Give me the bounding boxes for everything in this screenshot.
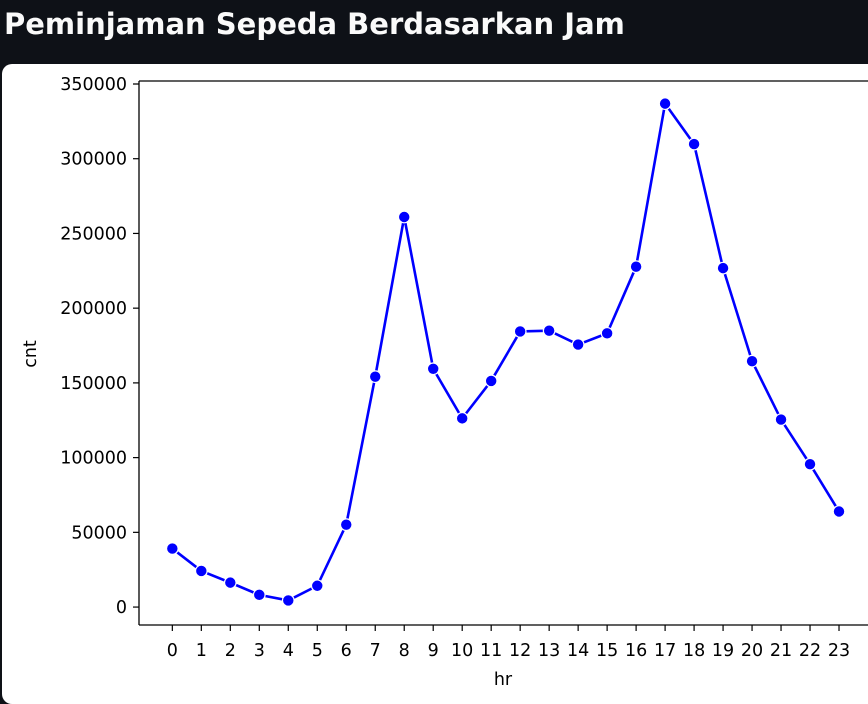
y-tick-label: 200000: [60, 299, 127, 319]
y-axis-label: cnt: [21, 340, 41, 368]
y-tick-label: 250000: [60, 224, 127, 244]
data-point: [832, 505, 846, 518]
x-tick-label: 6: [341, 641, 352, 661]
x-tick-label: 2: [225, 641, 236, 661]
line-chart: 0 50000 100000 150000 200000 250000 300000 3500…: [21, 75, 868, 690]
x-tick-label: 16: [625, 641, 647, 661]
x-tick-label: 23: [828, 641, 850, 661]
ticks: 0 50000 100000 150000 200000 250000 300000 3500…: [60, 75, 850, 661]
data-point: [513, 325, 527, 338]
data-point: [803, 457, 817, 471]
data-point: [455, 411, 469, 425]
data-point: [194, 564, 208, 578]
y-tick-label: 50000: [71, 523, 127, 543]
x-tick-label: 22: [799, 641, 821, 661]
data-point: [774, 413, 788, 426]
y-tick-label: 100000: [60, 449, 127, 469]
x-tick-label: 9: [428, 641, 439, 661]
x-tick-label: 13: [538, 641, 560, 661]
data-point: [281, 594, 295, 607]
axes: [138, 80, 868, 626]
data-point: [687, 137, 701, 151]
x-tick-label: 11: [480, 641, 502, 661]
data-point: [223, 576, 237, 590]
x-tick-label: 4: [283, 641, 294, 661]
x-tick-label: 15: [596, 641, 618, 661]
x-tick-label: 7: [370, 641, 381, 661]
y-tick-label: 300000: [60, 150, 127, 170]
y-tick-label: 0: [116, 598, 127, 618]
chart-card: 0 50000 100000 150000 200000 250000 300000 3500…: [2, 64, 868, 704]
data-point: [658, 97, 672, 111]
x-tick-label: 10: [451, 641, 473, 661]
data-point: [339, 518, 353, 532]
x-tick-label: 21: [770, 641, 792, 661]
series-line: [171, 102, 841, 602]
data-point: [165, 542, 179, 555]
x-axis-label: hr: [494, 670, 513, 690]
x-tick-label: 14: [567, 641, 589, 661]
y-tick-label: 350000: [60, 75, 127, 95]
data-point: [716, 261, 730, 275]
data-point: [542, 324, 556, 338]
x-tick-label: 18: [683, 641, 705, 661]
data-point: [397, 210, 411, 224]
x-tick-label: 20: [741, 641, 763, 661]
x-tick-label: 3: [254, 641, 265, 661]
series: [165, 97, 846, 607]
data-point: [571, 338, 585, 351]
x-tick-label: 5: [312, 641, 323, 661]
data-point: [310, 579, 324, 593]
x-tick-label: 1: [196, 641, 207, 661]
data-point: [745, 354, 759, 368]
x-tick-label: 12: [509, 641, 531, 661]
data-point: [252, 588, 266, 602]
data-point: [600, 326, 614, 340]
x-tick-label: 0: [167, 641, 178, 661]
data-point: [484, 374, 498, 388]
x-tick-label: 19: [712, 641, 734, 661]
x-tick-label: 8: [399, 641, 410, 661]
x-tick-label: 17: [654, 641, 676, 661]
data-point: [629, 260, 643, 274]
data-point: [368, 370, 382, 384]
data-point: [426, 362, 440, 376]
page-title: Peminjaman Sepeda Berdasarkan Jam: [4, 7, 625, 41]
y-tick-label: 150000: [60, 374, 127, 394]
